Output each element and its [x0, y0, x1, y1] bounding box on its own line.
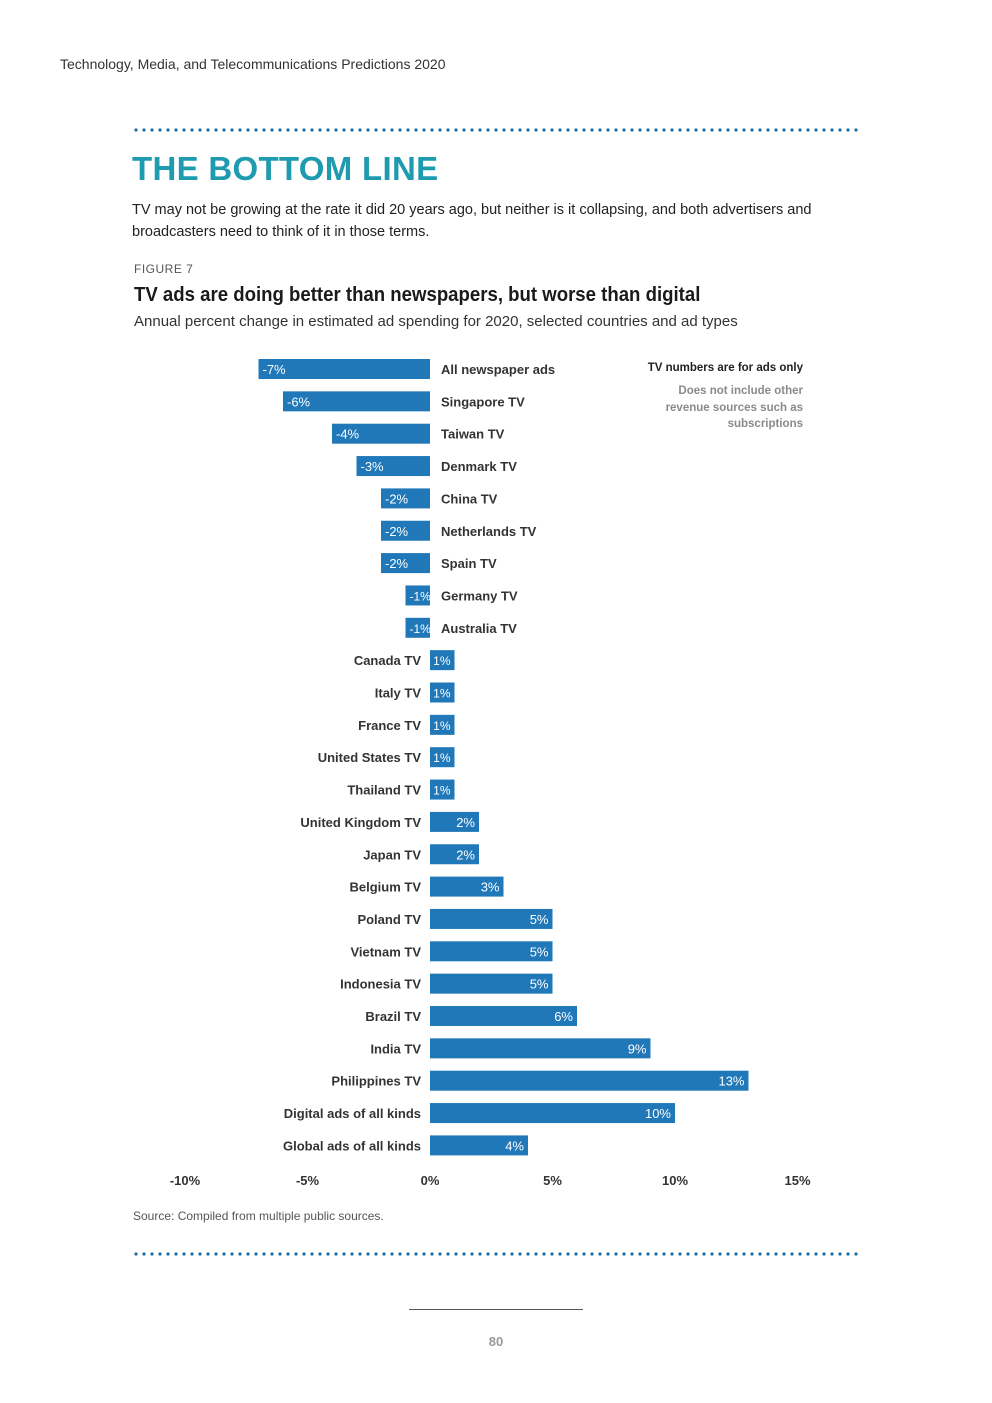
bar-value-label: 9% [628, 1041, 647, 1056]
bar [430, 973, 553, 994]
bar [430, 1006, 577, 1026]
category-label: Germany TV [441, 588, 518, 603]
bar-value-label: 5% [530, 944, 549, 959]
bar [430, 844, 479, 865]
category-label: Vietnam TV [350, 944, 421, 959]
category-label: Taiwan TV [441, 427, 505, 442]
bar-value-label: 1% [433, 654, 451, 668]
category-label: Spain TV [441, 556, 497, 571]
category-label: Belgium TV [349, 880, 421, 895]
running-header: Technology, Media, and Telecommunication… [60, 56, 446, 72]
bar [430, 1038, 651, 1059]
bar-value-label: -4% [336, 427, 360, 442]
bar [430, 908, 553, 929]
bar [430, 1070, 749, 1091]
bar-value-label: 6% [554, 1009, 573, 1024]
category-label: Philippines TV [331, 1074, 421, 1089]
bar-value-label: 2% [456, 847, 475, 862]
bar-value-label: 4% [505, 1138, 524, 1153]
bar-value-label: 13% [718, 1074, 744, 1089]
bar-value-label: 5% [530, 912, 549, 927]
bar-value-label: 1% [433, 719, 451, 733]
figure-source: Source: Compiled from multiple public so… [133, 1209, 384, 1223]
bar [258, 359, 430, 379]
x-tick-label: -10% [170, 1173, 201, 1188]
category-label: Brazil TV [365, 1009, 421, 1024]
category-label: Singapore TV [441, 394, 525, 409]
figure-subtitle: Annual percent change in estimated ad sp… [134, 313, 738, 330]
category-label: Australia TV [441, 621, 517, 636]
bar-value-label: -3% [361, 459, 385, 474]
bar [381, 488, 430, 509]
figure-label: FIGURE 7 [134, 262, 194, 276]
bar [405, 617, 430, 638]
bar [381, 520, 430, 541]
bar-value-label: -6% [287, 394, 311, 409]
x-tick-label: 10% [662, 1173, 688, 1188]
category-label: All newspaper ads [441, 362, 555, 377]
bar-value-label: -7% [263, 362, 287, 377]
bar [430, 811, 479, 832]
top-dotted-divider [132, 127, 860, 133]
chart-note-body: Does not include other revenue sources s… [665, 385, 803, 430]
bar [430, 714, 455, 735]
bar-value-label: -2% [385, 524, 409, 539]
category-label: Italy TV [375, 686, 422, 701]
category-label: India TV [370, 1041, 421, 1056]
figure-title: TV ads are doing better than newspapers,… [134, 284, 701, 306]
category-label: Japan TV [363, 847, 421, 862]
bar [430, 747, 455, 768]
bar [283, 391, 430, 412]
category-label: United Kingdom TV [300, 815, 421, 830]
bar [430, 941, 553, 962]
x-tick-label: 15% [784, 1173, 810, 1188]
category-label: United States TV [318, 750, 422, 765]
x-tick-label: -5% [296, 1173, 320, 1188]
category-label: Indonesia TV [340, 977, 421, 992]
bar [332, 423, 430, 444]
category-label: Poland TV [357, 912, 421, 927]
category-label: Canada TV [354, 653, 422, 668]
bar-value-label: -2% [385, 556, 409, 571]
bar-value-label: 1% [433, 751, 451, 765]
page-number: 80 [488, 1334, 504, 1349]
category-label: Thailand TV [347, 783, 421, 798]
bar-value-label: 2% [456, 815, 475, 830]
bar [430, 779, 455, 800]
category-label: China TV [441, 491, 498, 506]
bar [430, 1103, 675, 1124]
bar [430, 1135, 528, 1156]
x-tick-label: 0% [421, 1173, 440, 1188]
category-label: Denmark TV [441, 459, 517, 474]
section-title: THE BOTTOM LINE [132, 150, 439, 187]
bar-value-label: 10% [645, 1106, 671, 1121]
category-label: Global ads of all kinds [283, 1138, 421, 1153]
chart-note-title: TV numbers are for ads only [647, 362, 803, 374]
bar [430, 650, 455, 671]
bar-value-label: 1% [433, 687, 451, 701]
category-label: France TV [358, 718, 421, 733]
bar-value-label: 1% [433, 784, 451, 798]
bar-value-label: -1% [410, 589, 432, 603]
bottom-dotted-divider [132, 1251, 860, 1257]
bar [356, 456, 430, 477]
bar-value-label: 5% [530, 977, 549, 992]
x-tick-label: 5% [543, 1173, 562, 1188]
bar-value-label: -1% [410, 622, 432, 636]
category-label: Netherlands TV [441, 524, 537, 539]
section-intro: TV may not be growing at the rate it did… [132, 202, 812, 240]
bar [405, 585, 430, 606]
bar-value-label: 3% [481, 880, 500, 895]
category-label: Digital ads of all kinds [284, 1106, 421, 1121]
bar-value-label: -2% [385, 491, 409, 506]
bar [381, 553, 430, 574]
bar [430, 876, 504, 897]
bar [430, 682, 455, 703]
footnote-rule [409, 1309, 583, 1310]
